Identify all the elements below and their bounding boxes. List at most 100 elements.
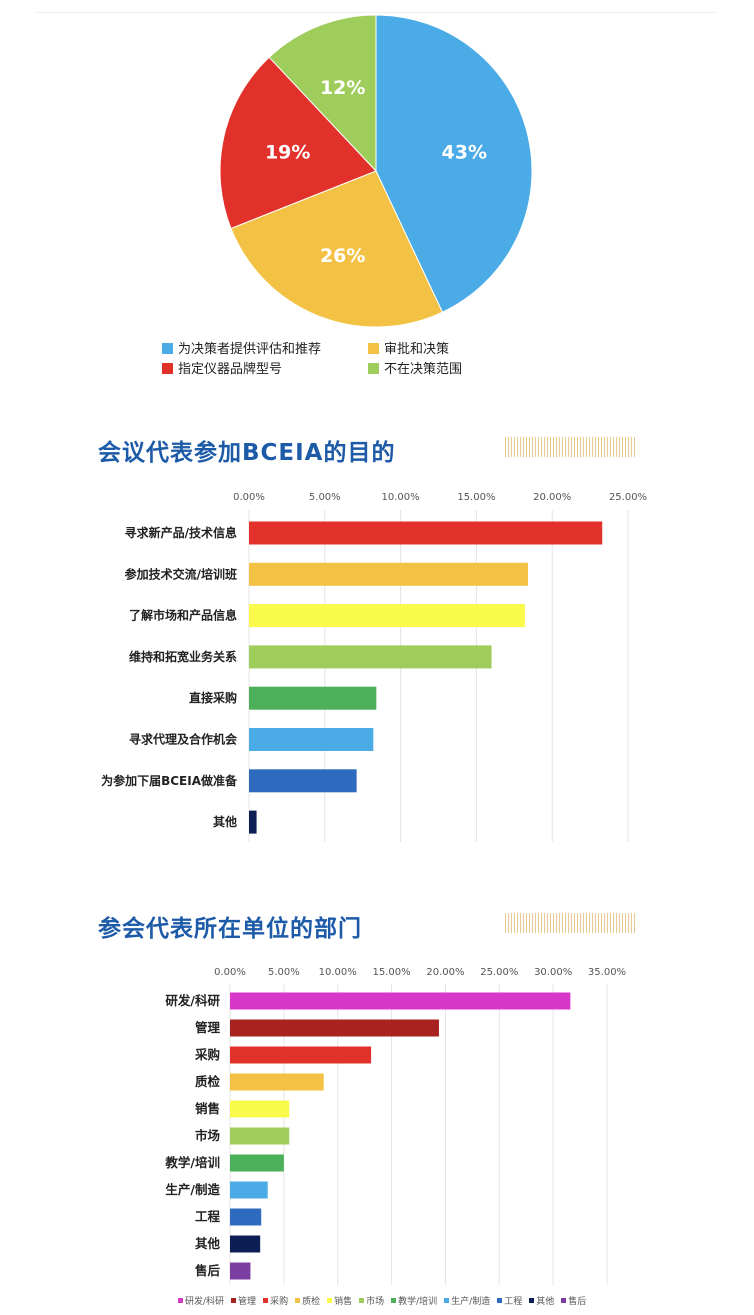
bar: [249, 562, 528, 586]
category-label: 市场: [195, 1128, 220, 1143]
legend-label: 生产/制造: [451, 1297, 491, 1307]
decision-role-pie-chart: 43% 26% 19% 12%: [219, 14, 533, 328]
pie-slice: [219, 56, 377, 230]
bar: [230, 1100, 290, 1118]
purpose-bar-chart: 0.00% 5.00% 10.00% 15.00% 20.00% 25.00% 寻求新产品/…: [101, 492, 647, 842]
category-label: 其他: [195, 1236, 221, 1251]
x-tick-label: 10.00%: [382, 492, 420, 503]
department-legend-item: 教学/培训: [391, 1294, 437, 1307]
pie-legend-item-3: 指定仪器品牌型号: [162, 358, 282, 377]
pie-legend-label: 为决策者提供评估和推荐: [178, 342, 322, 357]
pie-legend-label: 审批和决策: [384, 342, 450, 357]
department-legend-item: 工程: [497, 1294, 522, 1307]
department-legend-item: 售后: [561, 1294, 586, 1307]
legend-swatch: [295, 1298, 301, 1303]
category-label: 其他: [213, 814, 237, 829]
legend-label: 管理: [238, 1297, 257, 1307]
category-label: 了解市场和产品信息: [129, 608, 237, 623]
bar: [230, 1073, 324, 1091]
purpose-section-title: 会议代表参加BCEIA的目的: [98, 440, 396, 466]
bar: [230, 1208, 262, 1226]
category-label: 维持和拓宽业务关系: [129, 649, 237, 664]
department-legend: 研发/科研 管理 采购 质检 销售 市场 教学/培训 生产/制造 工程 其他 售后: [178, 1294, 738, 1307]
legend-swatch: [561, 1298, 567, 1303]
department-legend-item: 生产/制造: [444, 1294, 490, 1307]
department-legend-item: 市场: [359, 1294, 384, 1307]
pie-slice: [268, 14, 377, 173]
category-label: 寻求代理及合作机会: [129, 732, 238, 747]
pie-value-label: 12%: [320, 77, 365, 99]
category-label: 直接采购: [189, 690, 237, 705]
x-tick-label: 30.00%: [534, 967, 572, 978]
category-label: 寻求新产品/技术信息: [125, 525, 237, 540]
legend-label: 采购: [270, 1297, 289, 1307]
department-section-title: 参会代表所在单位的部门: [98, 916, 362, 942]
bar: [249, 686, 377, 710]
legend-label: 市场: [366, 1297, 385, 1307]
department-legend-item: 采购: [263, 1294, 288, 1307]
category-label: 售后: [195, 1263, 221, 1278]
x-tick-label: 0.00%: [233, 492, 265, 503]
bar: [230, 1019, 439, 1037]
pie-legend-label: 指定仪器品牌型号: [178, 362, 283, 377]
category-label: 销售: [195, 1101, 220, 1116]
legend-label: 销售: [334, 1297, 353, 1307]
bar: [230, 1127, 290, 1145]
pie-legend-label: 不在决策范围: [384, 362, 463, 377]
legend-swatch: [444, 1298, 450, 1303]
x-tick-label: 20.00%: [426, 967, 464, 978]
legend-label: 其他: [536, 1297, 555, 1307]
x-tick-label: 20.00%: [533, 492, 571, 503]
bar: [230, 992, 571, 1010]
pie-legend-item-1: 为决策者提供评估和推荐: [162, 338, 321, 357]
legend-label: 研发/科研: [185, 1297, 225, 1307]
department-legend-item: 质检: [295, 1294, 320, 1307]
bar: [249, 769, 357, 793]
legend-swatch: [263, 1298, 269, 1303]
bar: [249, 604, 525, 628]
bar: [249, 810, 257, 834]
x-tick-label: 35.00%: [588, 967, 626, 978]
pie-legend-swatch: [162, 363, 173, 374]
bar: [249, 645, 492, 669]
pie-legend-item-2: 审批和决策: [368, 338, 449, 357]
department-legend-item: 管理: [231, 1294, 256, 1307]
legend-swatch: [497, 1298, 503, 1303]
category-label: 为参加下届BCEIA做准备: [101, 773, 238, 788]
legend-label: 工程: [504, 1297, 523, 1307]
x-tick-label: 0.00%: [214, 967, 246, 978]
legend-swatch: [359, 1298, 365, 1303]
bar: [230, 1235, 261, 1253]
purpose-title-decoration: [505, 437, 637, 457]
x-tick-label: 5.00%: [309, 492, 341, 503]
pie-legend-swatch: [368, 363, 379, 374]
category-label: 质检: [195, 1074, 221, 1089]
legend-swatch: [529, 1298, 535, 1303]
category-label: 工程: [195, 1209, 221, 1224]
top-divider: [36, 12, 716, 13]
bar: [230, 1154, 284, 1172]
bar: [249, 521, 603, 545]
x-tick-label: 5.00%: [268, 967, 300, 978]
x-tick-label: 25.00%: [609, 492, 647, 503]
legend-label: 售后: [568, 1297, 587, 1307]
legend-label: 教学/培训: [398, 1297, 438, 1307]
pie-value-label: 26%: [320, 245, 365, 267]
legend-swatch: [327, 1298, 333, 1303]
x-tick-label: 15.00%: [373, 967, 411, 978]
pie-legend-swatch: [368, 343, 379, 354]
bar: [230, 1181, 268, 1199]
bar: [230, 1262, 251, 1280]
category-label: 采购: [194, 1047, 220, 1062]
legend-swatch: [178, 1298, 183, 1303]
x-tick-label: 25.00%: [480, 967, 518, 978]
pie-value-label: 19%: [265, 141, 310, 163]
x-tick-label: 10.00%: [319, 967, 357, 978]
pie-value-label: 43%: [442, 141, 487, 163]
pie-slice: [230, 170, 444, 328]
department-legend-item: 其他: [529, 1294, 554, 1307]
legend-swatch: [391, 1298, 397, 1303]
legend-swatch: [231, 1298, 237, 1303]
department-legend-item: 销售: [327, 1294, 352, 1307]
